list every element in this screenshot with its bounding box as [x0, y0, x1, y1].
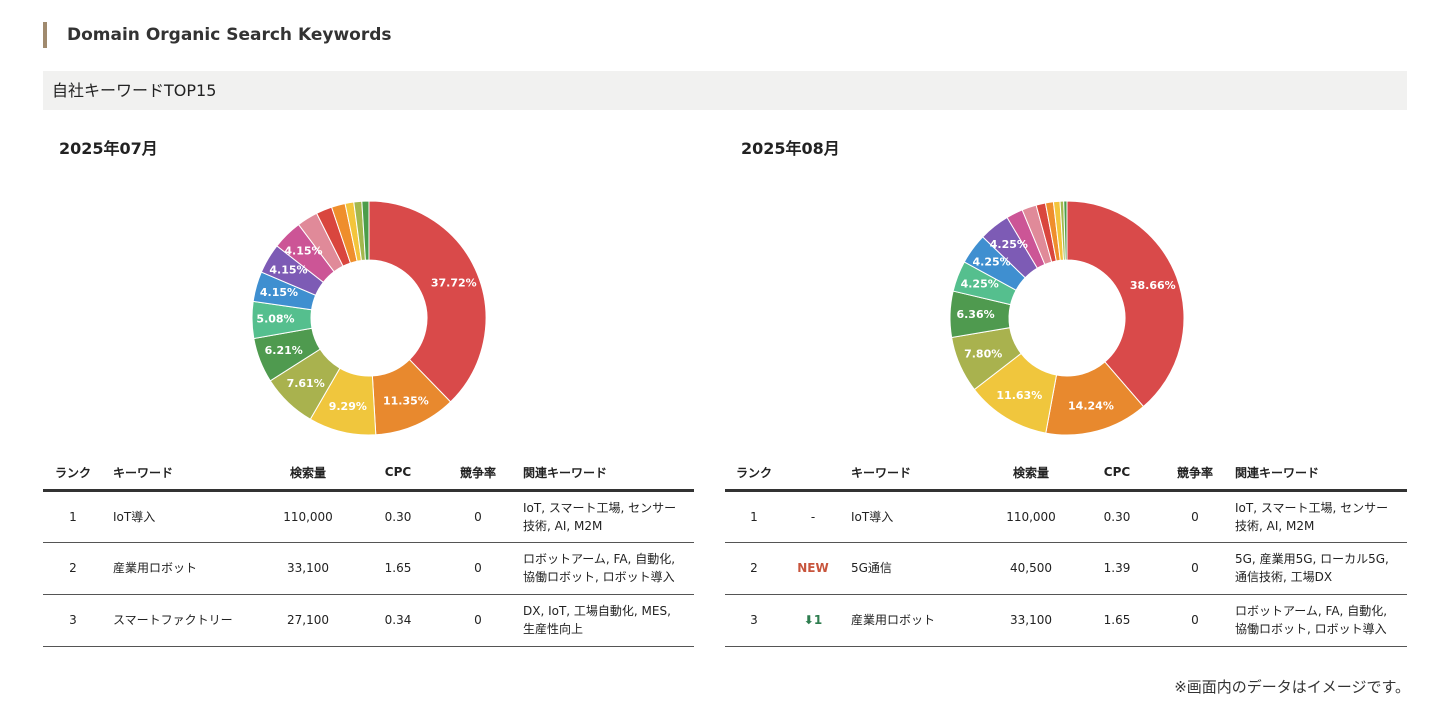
table-row: 2 産業用ロボット 33,100 1.65 0 ロボットアーム, FA, 自動化… [43, 542, 694, 595]
cell-rank: 3 [725, 594, 783, 647]
slice-label: 37.72% [431, 277, 477, 290]
cell-competition: 0 [1155, 594, 1235, 647]
cell-cpc: 0.30 [363, 490, 433, 543]
cell-cpc: 1.39 [1079, 542, 1155, 595]
cell-competition: 0 [1155, 490, 1235, 543]
donut-svg: 38.66% 14.24% 11.63% 7.80% 6.36% 4.25% 4.25% 4.… [949, 200, 1185, 436]
section-title: Domain Organic Search Keywords [43, 22, 392, 48]
cell-related: 5G, 産業用5G, ローカル5G, 通信技術, 工場DX [1235, 542, 1407, 595]
donut-svg: 37.72% 11.35% 9.29% 7.61% 6.21% 5.08% 4.15% 4.1… [251, 200, 487, 436]
table-row: 2 NEW 5G通信 40,500 1.39 0 5G, 産業用5G, ローカル… [725, 542, 1407, 595]
th-rank: ランク [725, 456, 783, 492]
cell-related: ロボットアーム, FA, 自動化, 協働ロボット, ロボット導入 [523, 542, 694, 595]
donut-slice [1066, 200, 1185, 408]
slice-label: 4.15% [269, 263, 307, 276]
cell-cpc: 1.65 [363, 542, 433, 595]
cell-related: ロボットアーム, FA, 自動化, 協働ロボット, ロボット導入 [1235, 594, 1407, 647]
table-row: 1 - IoT導入 110,000 0.30 0 IoT, スマート工場, セン… [725, 490, 1407, 543]
th-related: 関連キーワード [523, 456, 694, 492]
keyword-table: ランク キーワード 検索量 CPC 競争率 関連キーワード 1 - IoT導入 … [725, 456, 1407, 647]
th-competition: 競争率 [1155, 456, 1235, 492]
donut-slice [368, 200, 487, 403]
th-rank: ランク [43, 456, 103, 492]
cell-keyword: 5G通信 [843, 542, 983, 595]
cell-keyword: スマートファクトリー [103, 594, 253, 647]
th-volume: 検索量 [983, 456, 1079, 492]
cell-keyword: IoT導入 [843, 490, 983, 543]
th-volume: 検索量 [253, 456, 363, 492]
cell-competition: 0 [433, 490, 523, 543]
slice-label: 6.21% [265, 344, 303, 357]
new-badge: NEW [783, 542, 843, 595]
cell-related: DX, IoT, 工場自動化, MES, 生産性向上 [523, 594, 694, 647]
cell-keyword: 産業用ロボット [103, 542, 253, 595]
slice-label: 11.63% [996, 389, 1042, 402]
th-related: 関連キーワード [1235, 456, 1407, 492]
month-label: 2025年07月 [59, 139, 158, 158]
donut-slice [361, 200, 370, 261]
month-label: 2025年08月 [741, 139, 840, 158]
cell-volume: 33,100 [983, 594, 1079, 647]
donut-chart: 38.66% 14.24% 11.63% 7.80% 6.36% 4.25% 4.25% 4.… [937, 188, 1197, 448]
cell-competition: 0 [1155, 542, 1235, 595]
cell-cpc: 0.30 [1079, 490, 1155, 543]
cell-rank: 1 [725, 490, 783, 543]
cell-volume: 33,100 [253, 542, 363, 595]
table-row: 1 IoT導入 110,000 0.30 0 IoT, スマート工場, センサー… [43, 490, 694, 543]
cell-volume: 27,100 [253, 594, 363, 647]
cell-volume: 40,500 [983, 542, 1079, 595]
cell-competition: 0 [433, 594, 523, 647]
slice-label: 4.25% [990, 238, 1028, 251]
th-change [783, 456, 843, 492]
cell-cpc: 0.34 [363, 594, 433, 647]
slice-label: 4.25% [961, 278, 999, 291]
cell-change: - [783, 490, 843, 543]
slice-label: 5.08% [256, 313, 294, 326]
th-competition: 競争率 [433, 456, 523, 492]
table-header-row: ランク キーワード 検索量 CPC 競争率 関連キーワード [725, 456, 1407, 492]
cell-volume: 110,000 [983, 490, 1079, 543]
slice-label: 7.80% [964, 348, 1002, 361]
th-keyword: キーワード [843, 456, 983, 492]
slice-label: 38.66% [1130, 279, 1176, 292]
cell-volume: 110,000 [253, 490, 363, 543]
th-cpc: CPC [1079, 456, 1155, 492]
slice-label: 4.15% [284, 244, 322, 257]
slice-label: 4.25% [973, 256, 1011, 269]
table-row: 3 スマートファクトリー 27,100 0.34 0 DX, IoT, 工場自動… [43, 594, 694, 647]
slice-label: 14.24% [1068, 399, 1114, 412]
cell-keyword: 産業用ロボット [843, 594, 983, 647]
footnote: ※画面内のデータはイメージです。 [1174, 678, 1410, 696]
cell-rank: 2 [725, 542, 783, 595]
cell-rank: 3 [43, 594, 103, 647]
keyword-table: ランク キーワード 検索量 CPC 競争率 関連キーワード 1 IoT導入 11… [43, 456, 694, 647]
table-row: 3 ⬇1 産業用ロボット 33,100 1.65 0 ロボットアーム, FA, … [725, 594, 1407, 647]
slice-label: 7.61% [287, 377, 325, 390]
slice-label: 4.15% [260, 286, 298, 299]
table-header-row: ランク キーワード 検索量 CPC 競争率 関連キーワード [43, 456, 694, 492]
slice-label: 9.29% [329, 400, 367, 413]
th-cpc: CPC [363, 456, 433, 492]
cell-related: IoT, スマート工場, センサー技術, AI, M2M [1235, 490, 1407, 543]
rank-down-badge: ⬇1 [783, 594, 843, 647]
cell-keyword: IoT導入 [103, 490, 253, 543]
cell-rank: 1 [43, 490, 103, 543]
slice-label: 11.35% [383, 395, 429, 408]
slice-label: 6.36% [956, 308, 994, 321]
donut-chart: 37.72% 11.35% 9.29% 7.61% 6.21% 5.08% 4.15% 4.1… [239, 188, 499, 448]
donut-slice [1063, 200, 1068, 261]
cell-competition: 0 [433, 542, 523, 595]
subhead: 自社キーワードTOP15 [43, 71, 1407, 110]
th-keyword: キーワード [103, 456, 253, 492]
cell-cpc: 1.65 [1079, 594, 1155, 647]
cell-related: IoT, スマート工場, センサー技術, AI, M2M [523, 490, 694, 543]
cell-rank: 2 [43, 542, 103, 595]
